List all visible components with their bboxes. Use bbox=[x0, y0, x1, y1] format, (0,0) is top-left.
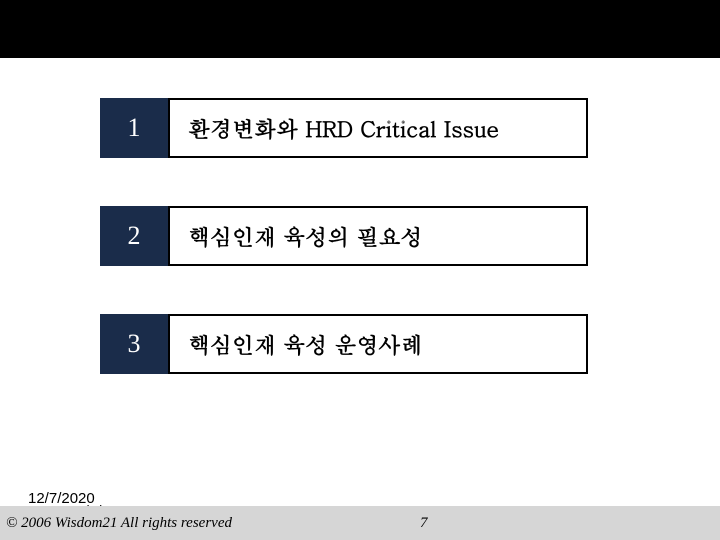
agenda-item: 3 핵심인재 육성 운영사례 bbox=[100, 314, 720, 374]
agenda-label: 핵심인재 육성 운영사례 bbox=[168, 314, 588, 374]
agenda-number: 2 bbox=[100, 206, 168, 266]
agenda-item: 1 환경변화와 HRD Critical Issue bbox=[100, 98, 720, 158]
agenda-list: 1 환경변화와 HRD Critical Issue 2 핵심인재 육성의 필요… bbox=[0, 58, 720, 374]
agenda-number: 1 bbox=[100, 98, 168, 158]
footer-bar: © 2006 Wisdom21 All rights reserved 7 bbox=[0, 506, 720, 540]
agenda-number: 3 bbox=[100, 314, 168, 374]
footer-page-number: 7 bbox=[420, 515, 428, 532]
agenda-label: 환경변화와 HRD Critical Issue bbox=[168, 98, 588, 158]
footer-copyright: © 2006 Wisdom21 All rights reserved bbox=[0, 515, 232, 532]
top-bar bbox=[0, 0, 720, 58]
agenda-item: 2 핵심인재 육성의 필요성 bbox=[100, 206, 720, 266]
agenda-label: 핵심인재 육성의 필요성 bbox=[168, 206, 588, 266]
